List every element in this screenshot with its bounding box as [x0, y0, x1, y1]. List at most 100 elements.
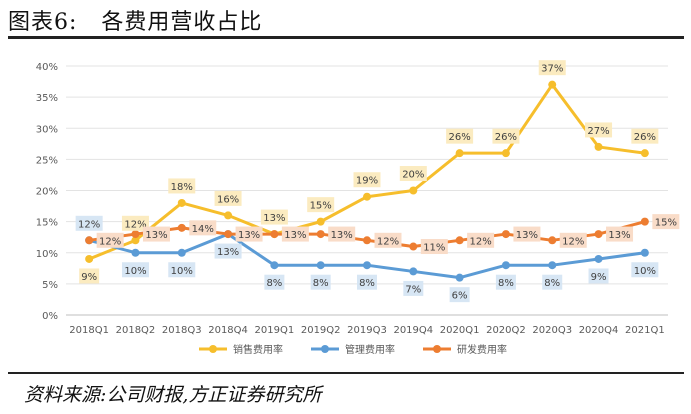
- legend-label: 销售费用率: [233, 343, 283, 356]
- data-label-box: [374, 232, 402, 248]
- data-label-box: [559, 232, 587, 248]
- data-point: [363, 236, 371, 245]
- data-label-box: [121, 215, 149, 231]
- data-point: [316, 230, 325, 239]
- data-point: [640, 149, 649, 158]
- data-label-box: [446, 128, 474, 144]
- data-label: 10%: [124, 266, 146, 277]
- data-label: 6%: [452, 291, 468, 302]
- data-label: 13%: [263, 213, 285, 224]
- data-label: 15%: [655, 218, 677, 229]
- data-point: [409, 186, 418, 195]
- data-label-box: [96, 232, 124, 248]
- data-label: 11%: [423, 243, 445, 254]
- data-label: 26%: [495, 132, 517, 143]
- data-label-box: [260, 209, 288, 225]
- data-label: 8%: [544, 278, 560, 289]
- data-point: [224, 230, 233, 239]
- x-tick-label: 2020Q4: [579, 325, 619, 336]
- data-label-box: [121, 262, 149, 278]
- data-label-box: [168, 262, 196, 278]
- data-point: [177, 248, 186, 257]
- data-label-box: [307, 197, 335, 213]
- data-point: [131, 230, 140, 239]
- data-label: 20%: [402, 170, 424, 181]
- data-point: [363, 192, 371, 201]
- data-label: 12%: [124, 219, 146, 230]
- data-label: 13%: [608, 230, 630, 241]
- data-label-box: [189, 220, 217, 236]
- data-point: [548, 261, 557, 270]
- data-label-box: [467, 232, 495, 248]
- y-tick-label: 10%: [36, 249, 58, 260]
- data-point: [316, 217, 325, 226]
- line-chart: 0% 5% 10% 15% 20% 25% 30% 35% 40% 2018Q1 2018Q2 201…: [36, 60, 680, 356]
- y-tick-label: 20%: [36, 187, 58, 198]
- data-label: 10%: [634, 266, 656, 277]
- data-point: [409, 267, 418, 276]
- y-tick-label: 35%: [36, 93, 58, 104]
- x-tick-label: 2018Q3: [162, 325, 202, 336]
- data-label-box: [449, 287, 470, 303]
- data-point: [594, 254, 603, 263]
- data-point: [501, 230, 510, 239]
- chart-area: 0% 5% 10% 15% 20% 25% 30% 35% 40% 2018Q1 2018Q2 201…: [8, 42, 684, 368]
- data-label: 8%: [359, 278, 375, 289]
- data-point: [363, 261, 371, 270]
- data-label: 9%: [81, 272, 97, 283]
- source-note: 资料来源:公司财报,方正证券研究所: [24, 384, 322, 406]
- x-tick-label: 2018Q4: [208, 325, 248, 336]
- data-label: 37%: [541, 64, 563, 75]
- data-label-box: [606, 226, 634, 242]
- data-label-box: [538, 60, 566, 76]
- data-label: 8%: [498, 278, 514, 289]
- data-label-box: [420, 239, 448, 255]
- data-point: [594, 142, 603, 151]
- x-tick-label: 2019Q1: [255, 325, 295, 336]
- data-label: 8%: [266, 278, 282, 289]
- data-label-box: [495, 274, 516, 290]
- data-label-box: [492, 128, 520, 144]
- data-point: [455, 236, 464, 245]
- y-tick-label: 40%: [36, 62, 58, 73]
- data-label-box: [79, 268, 100, 284]
- data-label: 12%: [78, 219, 100, 230]
- data-label-box: [214, 190, 242, 206]
- x-tick-label: 2019Q4: [393, 325, 433, 336]
- source-rule: [8, 372, 684, 374]
- data-label: 8%: [313, 278, 329, 289]
- data-label: 27%: [587, 126, 609, 137]
- data-label: 12%: [377, 236, 399, 247]
- data-label-box: [168, 178, 196, 194]
- data-label: 13%: [217, 247, 239, 258]
- data-point: [640, 217, 649, 226]
- data-label-box: [652, 214, 680, 230]
- data-label-box: [310, 274, 331, 290]
- data-label-box: [328, 226, 356, 242]
- data-label: 19%: [356, 176, 378, 187]
- data-label-box: [631, 128, 659, 144]
- data-label-box: [75, 215, 103, 231]
- data-label-box: [585, 122, 613, 138]
- data-point: [85, 236, 94, 245]
- data-point: [409, 242, 418, 251]
- data-label-box: [542, 274, 563, 290]
- data-label-box: [214, 243, 242, 259]
- data-point: [548, 236, 557, 245]
- data-label-box: [631, 262, 659, 278]
- data-point: [85, 254, 94, 263]
- y-tick-label: 5%: [42, 280, 58, 291]
- data-point: [177, 198, 186, 207]
- data-label-box: [399, 166, 427, 181]
- legend-label: 研发费用率: [457, 343, 507, 356]
- x-tick-label: 2021Q1: [625, 325, 665, 336]
- data-point: [548, 80, 557, 89]
- data-point: [640, 248, 649, 257]
- x-tick-label: 2019Q2: [301, 325, 341, 336]
- y-tick-label: 15%: [36, 218, 58, 229]
- data-label: 13%: [516, 230, 538, 241]
- data-label-box: [281, 226, 309, 242]
- data-label: 16%: [217, 194, 239, 205]
- x-tick-label: 2018Q2: [116, 325, 156, 336]
- x-tick-label: 2018Q1: [69, 325, 109, 336]
